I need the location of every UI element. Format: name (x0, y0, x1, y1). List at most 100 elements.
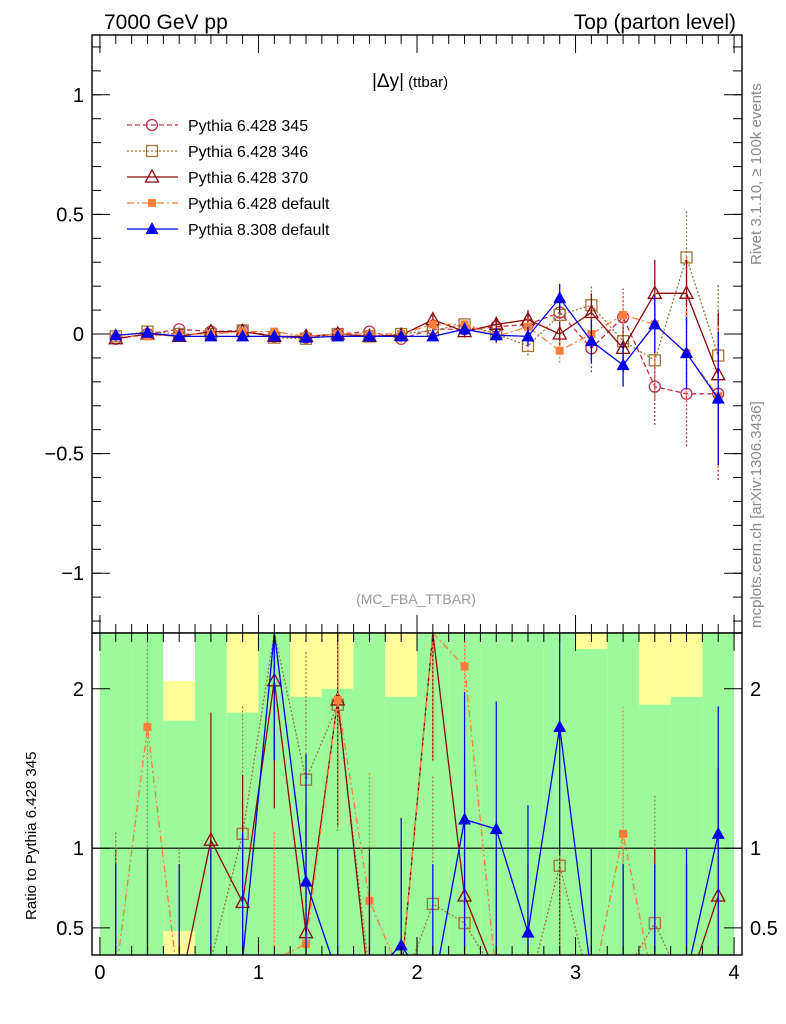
legend-item-p346: Pythia 6.428 346 (127, 144, 308, 161)
series-p345 (109, 288, 725, 480)
data-point-p8 (140, 325, 154, 338)
ratio-xtick-label: 2 (411, 962, 422, 984)
data-point-p8 (584, 334, 598, 347)
ratio-point-pdef (143, 723, 152, 732)
ratio-frame (91, 632, 743, 956)
legend-marker (145, 222, 159, 234)
data-point-p8 (680, 346, 694, 359)
data-point-p8 (109, 328, 123, 341)
main-ytick-label: 0.5 (56, 204, 84, 226)
ratio-point-p8 (299, 874, 313, 887)
data-point-p8 (711, 391, 725, 404)
ratio-ytick-label-right: 2 (750, 679, 761, 701)
legend-label: Pythia 8.308 default (188, 222, 330, 239)
series-p346 (109, 209, 725, 428)
legend-marker (145, 118, 159, 132)
data-point-p370 (678, 284, 695, 299)
data-point-p8 (172, 329, 186, 342)
ratio-xtick-label: 0 (94, 962, 105, 984)
main-panel: −1 −0.5 0 0.5 1 (45, 34, 743, 634)
data-point-p8 (299, 330, 313, 343)
series-line-p346 (115, 255, 719, 362)
ratio-ylabel: Ratio to Pythia 6.428 345 (23, 752, 40, 920)
series-p8 (109, 283, 725, 466)
ratio-point-pdef (619, 829, 628, 838)
data-point-p8 (394, 329, 408, 342)
legend-marker (148, 199, 156, 207)
side-text-bottom: mcplots.cern.ch [arXiv:1306.3436] (748, 401, 765, 628)
ratio-xtick-label: 1 (253, 962, 264, 984)
ratio-ytick-label-right: 1 (750, 838, 761, 860)
legend-label: Pythia 6.428 default (188, 196, 330, 213)
series-line-p8 (115, 297, 719, 399)
ratio-point-p8 (458, 812, 472, 825)
series-line-p370 (115, 292, 719, 375)
header-left: 7000 GeV pp (104, 11, 228, 34)
legend-label: Pythia 6.428 346 (188, 144, 308, 161)
ratio-series-p8 (115, 633, 725, 955)
data-point-p8 (331, 329, 345, 342)
ratio-ytick-label: 1 (73, 838, 84, 860)
legend-marker (144, 168, 160, 183)
series-line-p345 (115, 311, 719, 395)
ratio-point-p8 (521, 925, 535, 938)
data-point-p8 (521, 329, 535, 342)
data-point-pdef (619, 310, 628, 319)
ratio-point-p370 (203, 831, 219, 846)
main-ytick-label: −0.5 (45, 444, 84, 466)
data-point-p8 (648, 317, 662, 330)
legend-label: Pythia 6.428 370 (188, 170, 308, 187)
data-point-pdef (555, 346, 564, 355)
uncertainty-bands (99, 633, 735, 955)
data-point-pdef (428, 320, 437, 329)
side-text-top: Rivet 3.1.10, ≥ 100k events (748, 83, 765, 265)
ratio-point-pdef (333, 695, 342, 704)
data-point-p8 (236, 329, 250, 342)
ratio-line-p370 (186, 633, 719, 955)
data-point-p8 (426, 329, 440, 342)
ratio-data (115, 633, 726, 955)
chart-title: |Δy| (ttbar) (372, 71, 448, 92)
ratio-xtick-label: 3 (570, 962, 581, 984)
data-point-p370 (583, 304, 599, 319)
ratio-xtick-label: 4 (729, 962, 740, 984)
main-ytick-label: 1 (73, 85, 84, 107)
ratio-point-p8 (394, 938, 408, 951)
legend-item-p8: Pythia 8.308 default (127, 222, 330, 239)
series-pdef (111, 290, 723, 468)
main-ytick-label: 0 (73, 324, 84, 346)
legend-item-p370: Pythia 6.428 370 (127, 168, 308, 187)
legend-marker (145, 144, 159, 158)
main-data (108, 209, 726, 480)
ratio-ytick-label-right: 0.5 (750, 918, 778, 940)
ratio-line-p346 (211, 633, 671, 955)
ratio-point-pdef (460, 662, 469, 671)
ratio-ytick-label: 2 (73, 679, 84, 701)
legend-label: Pythia 6.428 345 (188, 118, 308, 135)
data-point-p8 (267, 329, 281, 342)
ratio-ticks: 0.5 0.5 1 1 2 2 0 1 2 3 4 (56, 633, 778, 984)
header-right: Top (parton level) (574, 11, 736, 34)
chart-title-sub: (ttbar) (408, 74, 448, 91)
ratio-point-p8 (553, 720, 567, 733)
series-line-pdef (115, 314, 719, 397)
data-point-p8 (362, 329, 376, 342)
chart-title-main: |Δy| (372, 71, 404, 92)
main-ytick-label: −1 (61, 563, 84, 585)
main-ticks: −1 −0.5 0 0.5 1 (45, 35, 742, 633)
legend-item-pdef: Pythia 6.428 default (127, 196, 330, 213)
ratio-ytick-label: 0.5 (56, 918, 84, 940)
legend: Pythia 6.428 345 Pythia 6.428 346 Pythia 6… (127, 118, 330, 239)
data-point-p8 (458, 322, 472, 335)
data-point-p8 (204, 329, 218, 342)
watermark: (MC_FBA_TTBAR) (356, 591, 476, 607)
data-point-p370 (552, 325, 568, 340)
ratio-panel: 0.5 0.5 1 1 2 2 0 1 2 3 4 (56, 632, 778, 984)
data-point-p8 (489, 328, 503, 341)
data-point-p8 (553, 291, 567, 304)
data-point-p8 (616, 358, 630, 371)
ratio-point-p8 (489, 822, 503, 835)
ratio-point-p8 (711, 826, 725, 839)
data-point-p346 (648, 354, 661, 367)
